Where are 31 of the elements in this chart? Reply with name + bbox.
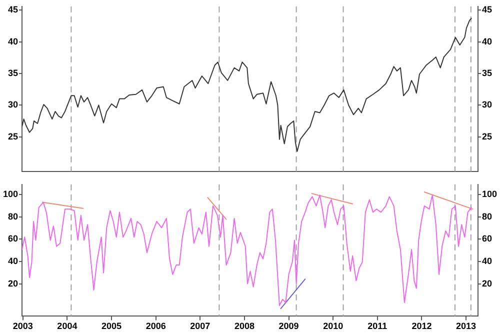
x-tick-label: 2013 (456, 321, 476, 332)
y2-tick-label: 80 (482, 211, 492, 222)
y-tick-label: 35 (8, 68, 18, 78)
x-tick-label: 2005 (102, 321, 122, 332)
y2-tick-label: 100 (482, 188, 498, 199)
y-tick-label: 20 (8, 278, 18, 288)
y-tick-label: 40 (8, 256, 18, 266)
y-tick-label: 25 (8, 131, 18, 142)
y-tick-label: 60 (8, 234, 18, 244)
y-tick-label: 45 (8, 4, 18, 15)
x-tick-label: 2004 (57, 321, 78, 332)
y-tick-label: 100 (2, 188, 18, 199)
x-tick-label: 2007 (190, 321, 210, 332)
x-tick-label: 2010 (323, 321, 344, 332)
x-tick-label: 2012 (412, 321, 432, 332)
y2-tick-label: 60 (482, 234, 492, 244)
y2-tick-label: 25 (482, 131, 492, 142)
y2-tick-label: 45 (482, 4, 492, 15)
y2-tick-label: 35 (482, 68, 492, 78)
y-tick-label: 40 (8, 36, 18, 46)
x-tick-label: 2008 (234, 321, 254, 332)
y-tick-label: 30 (8, 100, 18, 110)
x-tick-label: 2006 (146, 321, 166, 332)
y2-tick-label: 30 (482, 100, 492, 110)
y2-tick-label: 40 (482, 36, 492, 46)
y-tick-label: 80 (8, 211, 18, 222)
x-tick-label: 2011 (368, 321, 388, 332)
y2-tick-label: 20 (482, 278, 492, 288)
y2-tick-label: 40 (482, 256, 492, 266)
x-tick-label: 2009 (278, 321, 299, 332)
x-tick-label: 2003 (12, 321, 33, 332)
